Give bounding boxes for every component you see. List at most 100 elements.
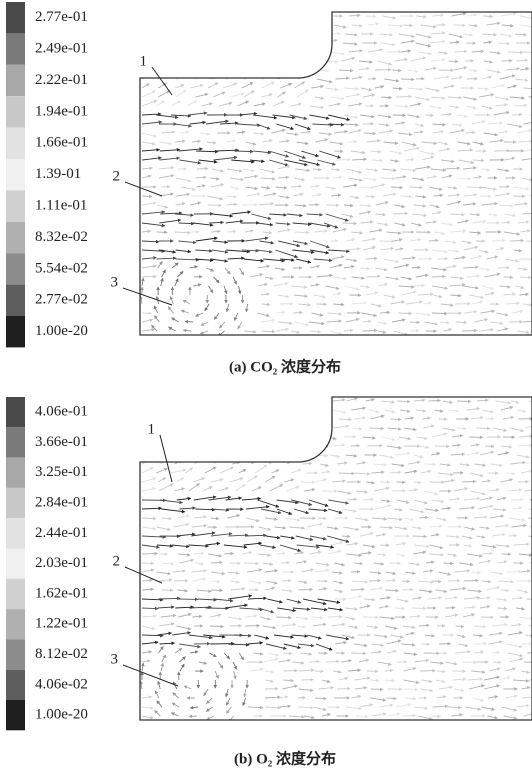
vector-arrow [443, 84, 455, 89]
vector-arrow [159, 156, 181, 161]
vector-arrow [394, 451, 411, 456]
vector-arrow [272, 281, 289, 287]
vector-arrow [402, 625, 416, 630]
vector-arrow [188, 634, 213, 640]
vector-arrow [362, 436, 376, 440]
vector-arrow [141, 551, 159, 556]
vector-arrow [458, 643, 469, 648]
vector-arrow [327, 508, 343, 514]
colorbar-swatch [6, 253, 25, 285]
vector-arrow [191, 523, 208, 528]
vector-arrow [343, 203, 354, 208]
vector-arrow [399, 409, 411, 413]
vector-arrow [141, 141, 156, 146]
vector-arrow [373, 562, 385, 566]
vector-arrow [141, 625, 156, 631]
vector-arrow [402, 256, 416, 260]
colorbar-label: 5.54e-02 [35, 260, 88, 276]
vector-arrow [370, 697, 387, 702]
vector-arrow [394, 263, 410, 269]
vector-arrow [463, 245, 479, 251]
vector-arrow [334, 562, 345, 567]
vector-arrow [158, 596, 181, 601]
vector-arrow [294, 550, 305, 555]
vector-arrow [361, 237, 377, 242]
vector-arrow [425, 113, 434, 118]
vector-arrow [371, 712, 387, 717]
vector-arrow [344, 87, 360, 91]
vector-arrow [497, 327, 509, 332]
vector-arrow [311, 312, 324, 317]
vector-arrow [250, 273, 264, 278]
vector-arrow [434, 231, 446, 236]
vector-arrow [280, 535, 295, 540]
vector-arrow [500, 12, 517, 17]
vector-arrow [514, 542, 530, 547]
vector-arrow [226, 706, 232, 714]
vector-arrow [497, 560, 508, 564]
vector-arrow [175, 605, 195, 610]
vector-arrow [309, 535, 327, 541]
colorbar-label: 1.11e-01 [35, 198, 87, 214]
vector-arrow [453, 66, 468, 71]
vector-arrow [232, 276, 237, 285]
vector-arrow [463, 605, 476, 610]
vector-arrow [352, 157, 368, 162]
callout-label: 3 [111, 651, 119, 667]
vector-arrow [160, 211, 183, 215]
vector-arrow [362, 93, 376, 98]
vector-arrow [449, 40, 460, 45]
vector-arrow [160, 397, 177, 402]
vector-arrow [266, 580, 278, 585]
vector-arrow [177, 397, 188, 402]
vector-arrow [319, 150, 342, 159]
vector-arrow [157, 605, 175, 609]
vector-arrow [212, 240, 229, 244]
vector-arrow [471, 120, 486, 125]
vector-arrow [141, 201, 157, 206]
vector-arrow [427, 175, 437, 179]
vector-arrow [472, 219, 487, 224]
vector-arrow [361, 312, 378, 318]
vector-arrow [331, 193, 342, 198]
vector-arrow [463, 285, 479, 290]
vector-arrow [141, 277, 145, 287]
vector-arrow [174, 278, 179, 287]
vector-arrow [159, 165, 175, 170]
vector-arrow [396, 598, 409, 603]
vector-arrow [393, 238, 403, 242]
vector-arrow [346, 553, 363, 558]
vector-arrow [193, 477, 206, 483]
vector-arrow [512, 506, 523, 510]
vector-arrow [307, 522, 324, 528]
vector-arrow [440, 112, 453, 117]
vector-arrow [174, 139, 186, 144]
vector-arrow [390, 634, 404, 639]
vector-arrow [420, 24, 437, 29]
vector-arrow [343, 122, 359, 127]
vector-arrow [392, 86, 403, 91]
vector-arrow [195, 562, 205, 566]
vector-arrow [308, 508, 328, 513]
vector-arrow [203, 634, 226, 639]
vector-arrow [211, 571, 226, 576]
vector-arrow [383, 141, 399, 145]
vector-arrow [200, 132, 211, 136]
vector-arrow [463, 578, 479, 583]
vector-arrow [416, 436, 428, 441]
vector-arrow [398, 436, 412, 441]
vector-arrow [300, 427, 314, 432]
vector-arrow [292, 428, 306, 438]
vector-arrow [306, 212, 324, 217]
vector-arrow [405, 157, 415, 162]
vector-arrow [496, 598, 508, 602]
vector-arrow [190, 650, 199, 654]
vector-arrow [409, 237, 422, 242]
vector-arrow [292, 607, 311, 611]
vector-arrow [373, 486, 390, 492]
vector-arrow [261, 433, 271, 438]
vector-arrow [351, 24, 363, 28]
vector-arrow [256, 312, 270, 318]
vector-arrow [313, 706, 327, 712]
vector-arrow [175, 249, 192, 254]
